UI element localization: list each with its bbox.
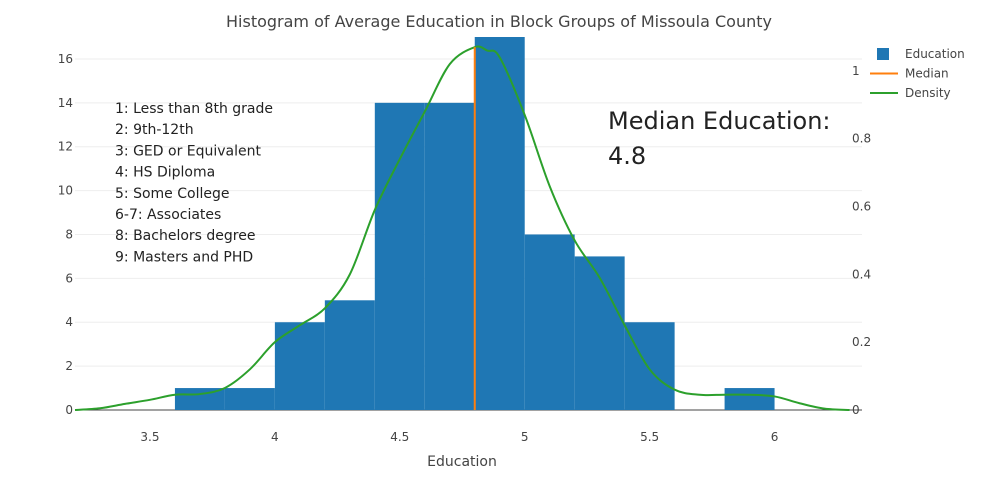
x-axis-ticks: 3.5 4 4.5 5 5.5 6 xyxy=(140,430,778,444)
x-tick-label: 4 xyxy=(271,430,279,444)
x-tick-label: 6 xyxy=(771,430,779,444)
median-annotation-line1: Median Education: xyxy=(608,107,831,135)
education-code-label: 4: HS Diploma xyxy=(115,165,215,181)
x-tick-label: 3.5 xyxy=(140,430,159,444)
chart-title: Histogram of Average Education in Block … xyxy=(226,12,772,31)
y2-axis-ticks: 0 0.2 0.4 0.6 0.8 1 xyxy=(852,64,871,417)
y-tick-label: 2 xyxy=(65,359,73,373)
y2-tick-label: 0.8 xyxy=(852,132,871,146)
histogram-bar[interactable] xyxy=(574,256,625,410)
histogram-bar[interactable] xyxy=(374,102,425,410)
y-tick-label: 4 xyxy=(65,315,73,329)
histogram-bar[interactable] xyxy=(424,102,475,410)
education-code-label: 6-7: Associates xyxy=(115,207,221,223)
education-code-label: 1: Less than 8th grade xyxy=(115,101,273,117)
histogram-bar[interactable] xyxy=(724,388,775,410)
legend-item-education[interactable]: Education xyxy=(877,47,965,61)
y-tick-label: 6 xyxy=(65,271,73,285)
y-tick-label: 14 xyxy=(58,96,73,110)
y2-tick-label: 0 xyxy=(852,403,860,417)
education-code-label: 3: GED or Equivalent xyxy=(115,143,262,159)
y-axis-ticks: 0 2 4 6 8 10 12 14 16 xyxy=(58,52,73,417)
y2-tick-label: 0.2 xyxy=(852,335,871,349)
y2-tick-label: 0.6 xyxy=(852,200,871,214)
education-code-label: 5: Some College xyxy=(115,186,229,202)
legend-label: Education xyxy=(905,47,965,61)
median-annotation-line2: 4.8 xyxy=(608,142,646,170)
legend-swatch xyxy=(877,48,889,60)
legend-label: Median xyxy=(905,67,949,81)
y-tick-label: 16 xyxy=(58,52,73,66)
histogram-bar[interactable] xyxy=(324,300,375,410)
education-code-annotation: 1: Less than 8th grade 2: 9th-12th 3: GED … xyxy=(115,101,273,265)
y2-tick-label: 1 xyxy=(852,64,860,78)
histogram-bar[interactable] xyxy=(224,388,275,410)
y2-tick-label: 0.4 xyxy=(852,267,871,281)
density-line[interactable] xyxy=(74,45,850,411)
x-axis-label: Education xyxy=(427,454,497,470)
histogram-bar[interactable] xyxy=(624,322,675,410)
legend-label: Density xyxy=(905,86,951,100)
density-curve xyxy=(74,45,850,411)
legend-item-median[interactable]: Median xyxy=(870,67,949,81)
y-tick-label: 0 xyxy=(65,403,73,417)
education-code-label: 2: 9th-12th xyxy=(115,122,194,138)
histogram-bar[interactable] xyxy=(474,37,525,410)
y-tick-label: 10 xyxy=(58,184,73,198)
education-code-label: 9: Masters and PHD xyxy=(115,249,253,265)
histogram-bar[interactable] xyxy=(524,234,575,410)
x-tick-label: 4.5 xyxy=(390,430,409,444)
legend-item-density[interactable]: Density xyxy=(870,86,951,100)
legend[interactable]: Education Median Density xyxy=(870,47,965,100)
education-code-label: 8: Bachelors degree xyxy=(115,228,255,244)
y-tick-label: 12 xyxy=(58,140,73,154)
x-tick-label: 5 xyxy=(521,430,529,444)
x-tick-label: 5.5 xyxy=(640,430,659,444)
y-tick-label: 8 xyxy=(65,227,73,241)
